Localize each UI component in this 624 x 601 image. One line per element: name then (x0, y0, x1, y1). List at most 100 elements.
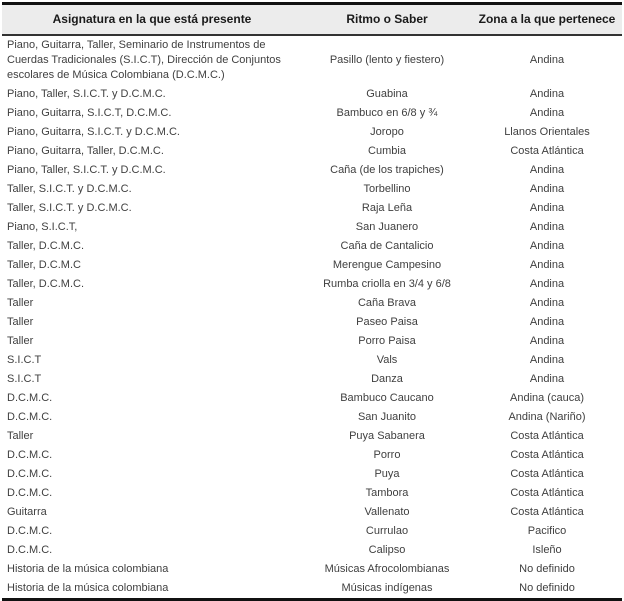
cell-asignatura: D.C.M.C. (7, 525, 53, 537)
table-row: Taller, D.C.M.C Merengue Campesino Andin… (2, 256, 622, 275)
table-row: Piano, Taller, S.I.C.T. y D.C.M.C. Caña … (2, 161, 622, 180)
table-row: D.C.M.C. Calipso Isleño (2, 541, 622, 560)
table-row: Taller, D.C.M.C. Caña de Cantalicio Andi… (2, 237, 622, 256)
cell-ritmo: Puya Sabanera (349, 430, 425, 442)
cell-ritmo: Vallenato (364, 506, 410, 518)
table-row: S.I.C.T Vals Andina (2, 351, 622, 370)
cell-zona: Costa Atlántica (510, 468, 584, 480)
cell-zona: Andina (529, 354, 565, 366)
cell-asignatura: Taller, D.C.M.C. (7, 240, 85, 252)
cell-asignatura: Guitarra (7, 506, 47, 518)
cell-asignatura: Piano, Taller, S.I.C.T. y D.C.M.C. (7, 88, 166, 100)
cell-asignatura: Taller (7, 335, 34, 347)
cell-zona: Andina (529, 202, 565, 214)
table-row: Piano, Taller, S.I.C.T. y D.C.M.C. Guabi… (2, 85, 622, 104)
cell-asignatura: D.C.M.C. (7, 468, 53, 480)
cell-zona: Andina (529, 316, 565, 328)
cell-zona: Isleño (532, 544, 562, 556)
cell-asignatura: Historia de la música colombiana (7, 582, 169, 594)
cell-asignatura: Taller, D.C.M.C. (7, 278, 85, 290)
cell-zona: Andina (529, 54, 565, 66)
cell-ritmo: Joropo (370, 126, 404, 138)
table-row: Taller, D.C.M.C. Rumba criolla en 3/4 y … (2, 275, 622, 294)
cell-ritmo: Danza (371, 373, 403, 385)
table-header: Asignatura en la que está presente Ritmo… (2, 3, 622, 36)
cell-ritmo: Raja Leña (361, 202, 413, 214)
cell-zona: Costa Atlántica (510, 430, 584, 442)
cell-zona: Andina (cauca) (510, 392, 584, 404)
cell-zona: Andina (529, 278, 565, 290)
cell-ritmo: Músicas Afrocolombianas (324, 563, 450, 575)
cell-asignatura: D.C.M.C. (7, 544, 53, 556)
column-header-ritmo: Ritmo o Saber (302, 3, 472, 36)
cell-ritmo: Currulao (365, 525, 409, 537)
cell-zona: Andina (529, 373, 565, 385)
cell-ritmo: Torbellino (363, 183, 411, 195)
table-header-row: Asignatura en la que está presente Ritmo… (2, 3, 622, 36)
cell-ritmo: Bambuco en 6/8 y ¾ (336, 107, 438, 119)
cell-zona: Llanos Orientales (504, 126, 590, 138)
cell-ritmo: Caña (de los trapiches) (330, 164, 444, 176)
cell-asignatura: Taller, S.I.C.T. y D.C.M.C. (7, 183, 132, 195)
cell-asignatura: Piano, Guitarra, Taller, Seminario de In… (7, 39, 281, 81)
table-row: Historia de la música colombiana Músicas… (2, 560, 622, 579)
table-row: Piano, S.I.C.T, San Juanero Andina (2, 218, 622, 237)
cell-zona: Costa Atlántica (510, 487, 584, 499)
cell-ritmo: Bambuco Caucano (340, 392, 434, 404)
cell-ritmo: Músicas indígenas (341, 582, 433, 594)
cell-zona: Andina (529, 335, 565, 347)
cell-zona: Andina (Nariño) (508, 411, 586, 423)
cell-asignatura: D.C.M.C. (7, 487, 53, 499)
cell-asignatura: Piano, Guitarra, S.I.C.T, D.C.M.C. (7, 107, 172, 119)
cell-asignatura: Piano, Guitarra, Taller, D.C.M.C. (7, 145, 164, 157)
cell-ritmo: Caña de Cantalicio (340, 240, 434, 252)
cell-asignatura: Taller (7, 316, 34, 328)
table-row: S.I.C.T Danza Andina (2, 370, 622, 389)
table-row: Taller, S.I.C.T. y D.C.M.C. Raja Leña An… (2, 199, 622, 218)
cell-ritmo: Paseo Paisa (356, 316, 418, 328)
cell-zona: Andina (529, 164, 565, 176)
table-row: D.C.M.C. Porro Costa Atlántica (2, 446, 622, 465)
cell-asignatura: Piano, Taller, S.I.C.T. y D.C.M.C. (7, 164, 166, 176)
cell-zona: No definido (519, 582, 575, 594)
cell-ritmo: Tambora (365, 487, 409, 499)
cell-asignatura: Taller, D.C.M.C (7, 259, 81, 271)
cell-ritmo: Vals (376, 354, 398, 366)
table-row: Piano, Guitarra, Taller, D.C.M.C. Cumbia… (2, 142, 622, 161)
cell-ritmo: Cumbia (368, 145, 406, 157)
cell-asignatura: Taller (7, 297, 34, 309)
column-header-asignatura: Asignatura en la que está presente (2, 3, 302, 36)
cell-asignatura: Taller (7, 430, 34, 442)
cell-ritmo: Pasillo (lento y fiestero) (329, 54, 445, 66)
column-header-zona: Zona a la que pertenece (472, 3, 622, 36)
cell-zona: Costa Atlántica (510, 449, 584, 461)
cell-ritmo: Merengue Campesino (332, 259, 442, 271)
table-row: Taller Porro Paisa Andina (2, 332, 622, 351)
cell-ritmo: Porro (373, 449, 401, 461)
table-row: D.C.M.C. Currulao Pacifico (2, 522, 622, 541)
table-row: D.C.M.C. Puya Costa Atlántica (2, 465, 622, 484)
cell-zona: Pacifico (527, 525, 567, 537)
cell-asignatura: D.C.M.C. (7, 411, 53, 423)
cell-zona: Costa Atlántica (510, 506, 584, 518)
cell-zona: Andina (529, 88, 565, 100)
table-row: Historia de la música colombiana Músicas… (2, 579, 622, 600)
cell-asignatura: D.C.M.C. (7, 392, 53, 404)
cell-asignatura: Historia de la música colombiana (7, 563, 169, 575)
table-row: Guitarra Vallenato Costa Atlántica (2, 503, 622, 522)
table-row: D.C.M.C. Tambora Costa Atlántica (2, 484, 622, 503)
table-row: Taller Puya Sabanera Costa Atlántica (2, 427, 622, 446)
table-row: D.C.M.C. Bambuco Caucano Andina (cauca) (2, 389, 622, 408)
cell-ritmo: Caña Brava (357, 297, 417, 309)
cell-ritmo: Calipso (368, 544, 406, 556)
cell-ritmo: Guabina (366, 88, 408, 100)
cell-asignatura: D.C.M.C. (7, 449, 53, 461)
cell-zona: Andina (529, 297, 565, 309)
cell-ritmo: Rumba criolla en 3/4 y 6/8 (323, 278, 451, 290)
table-body: Piano, Guitarra, Taller, Seminario de In… (2, 35, 622, 600)
cell-asignatura: S.I.C.T (7, 373, 42, 385)
cell-zona: Andina (529, 240, 565, 252)
cell-ritmo: Porro Paisa (358, 335, 416, 347)
cell-ritmo: San Juanito (357, 411, 417, 423)
